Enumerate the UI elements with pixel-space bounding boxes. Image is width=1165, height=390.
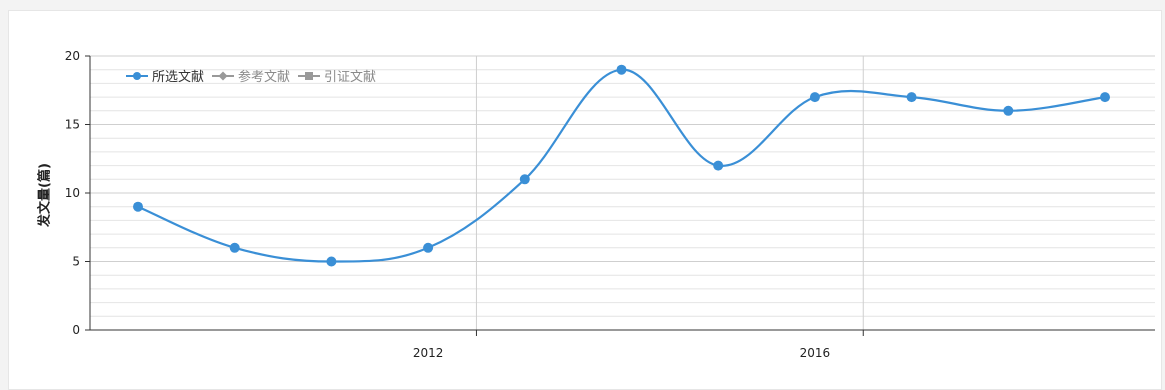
y-axis-label: 发文量(篇) xyxy=(37,163,53,227)
legend-label: 参考文献 xyxy=(238,70,291,85)
data-point[interactable] xyxy=(809,92,820,103)
legend: 所选文献 参考文献 引证文献 xyxy=(126,66,376,85)
x-tick-label: 2012 xyxy=(413,346,444,360)
y-tick-label: 10 xyxy=(65,186,80,200)
y-tick-label: 15 xyxy=(65,118,80,132)
legend-item-selected-literature[interactable]: 所选文献 xyxy=(126,66,204,85)
minor-gridlines xyxy=(90,69,1155,317)
y-tick-label: 0 xyxy=(72,323,80,337)
data-point[interactable] xyxy=(229,242,240,253)
y-tick-label: 20 xyxy=(65,49,80,63)
legend-item-citations[interactable]: 引证文献 xyxy=(298,66,376,85)
data-point[interactable] xyxy=(616,64,627,75)
data-point[interactable] xyxy=(133,201,143,212)
y-tick-label: 5 xyxy=(72,255,80,269)
data-point[interactable] xyxy=(1003,105,1014,116)
legend-square-marker-icon xyxy=(298,71,321,80)
legend-label: 引证文献 xyxy=(324,70,377,85)
legend-circle-marker-icon xyxy=(126,71,148,80)
data-point[interactable] xyxy=(423,242,434,253)
major-gridlines xyxy=(90,55,1155,330)
data-point[interactable] xyxy=(519,174,530,185)
tick-labels: 0 5 10 15 20 2012 2016 xyxy=(65,49,830,360)
data-points xyxy=(133,64,1110,267)
data-point[interactable] xyxy=(1100,92,1110,103)
legend-item-references[interactable]: 参考文献 xyxy=(212,66,290,85)
legend-label: 所选文献 xyxy=(152,70,205,85)
data-point[interactable] xyxy=(713,160,724,171)
axes xyxy=(85,55,1155,336)
data-point[interactable] xyxy=(906,92,917,103)
legend-diamond-marker-icon xyxy=(212,71,235,80)
data-point[interactable] xyxy=(326,256,337,267)
x-tick-label: 2016 xyxy=(800,346,831,360)
chart-panel xyxy=(8,10,1162,390)
